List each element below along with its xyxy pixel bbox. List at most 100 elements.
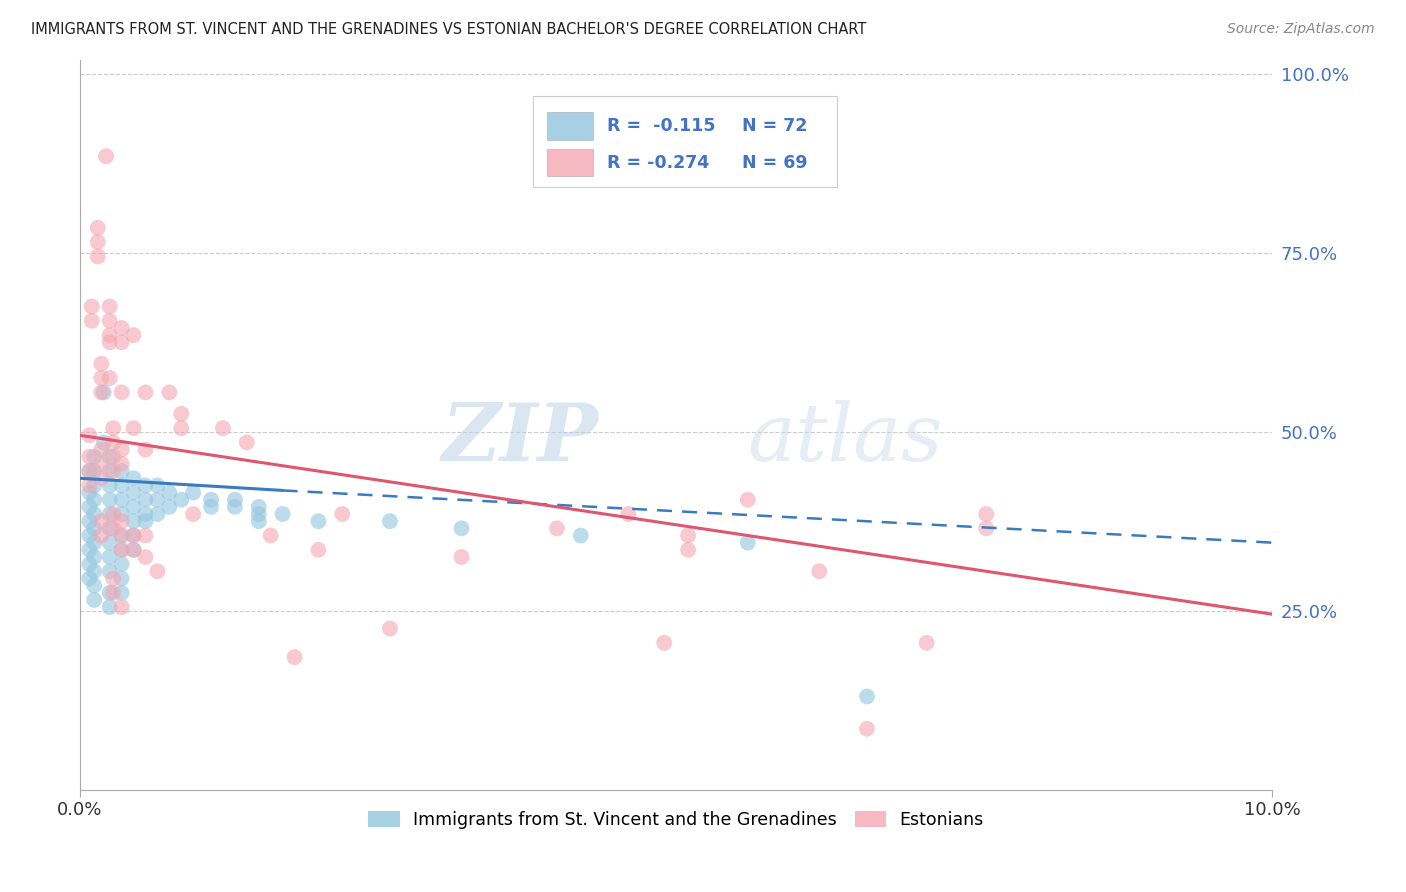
Point: [122, 485, 145, 500]
Point: [98, 314, 121, 328]
Point: [737, 535, 759, 549]
Text: N = 72: N = 72: [742, 117, 807, 135]
Point: [146, 478, 169, 492]
Point: [170, 492, 193, 507]
Point: [83, 564, 105, 578]
Point: [79, 485, 101, 500]
Point: [90, 471, 112, 485]
Point: [134, 549, 156, 564]
Point: [83, 507, 105, 521]
Point: [83, 521, 105, 535]
Point: [98, 464, 121, 478]
Point: [122, 542, 145, 557]
Point: [83, 593, 105, 607]
Point: [103, 435, 125, 450]
Point: [98, 549, 121, 564]
Point: [146, 564, 169, 578]
Point: [200, 500, 222, 514]
Point: [450, 521, 472, 535]
Point: [98, 586, 121, 600]
Point: [110, 600, 132, 615]
FancyBboxPatch shape: [547, 112, 593, 140]
Point: [98, 492, 121, 507]
Point: [98, 564, 121, 578]
Point: [134, 507, 156, 521]
Point: [110, 442, 132, 457]
Point: [134, 385, 156, 400]
Point: [79, 557, 101, 571]
Point: [122, 500, 145, 514]
Point: [79, 450, 101, 464]
Point: [110, 528, 132, 542]
Point: [110, 571, 132, 585]
Point: [134, 514, 156, 528]
Point: [737, 492, 759, 507]
Point: [79, 542, 101, 557]
Point: [103, 507, 125, 521]
Text: R = -0.274: R = -0.274: [607, 153, 709, 171]
Point: [224, 500, 246, 514]
Point: [103, 521, 125, 535]
Point: [103, 586, 125, 600]
Point: [122, 514, 145, 528]
Point: [90, 357, 112, 371]
Point: [98, 300, 121, 314]
Point: [80, 314, 103, 328]
Point: [79, 428, 101, 442]
Legend: Immigrants from St. Vincent and the Grenadines, Estonians: Immigrants from St. Vincent and the Gren…: [361, 804, 991, 836]
Point: [974, 521, 997, 535]
Point: [98, 371, 121, 385]
Point: [283, 650, 305, 665]
Point: [93, 385, 115, 400]
Point: [79, 571, 101, 585]
Point: [80, 300, 103, 314]
Point: [90, 385, 112, 400]
Point: [676, 542, 699, 557]
Point: [83, 464, 105, 478]
Point: [224, 492, 246, 507]
Point: [98, 335, 121, 350]
Point: [157, 385, 180, 400]
Point: [110, 557, 132, 571]
Point: [110, 385, 132, 400]
Point: [181, 507, 204, 521]
Point: [200, 492, 222, 507]
Point: [378, 514, 401, 528]
Point: [83, 478, 105, 492]
Point: [98, 600, 121, 615]
Point: [83, 492, 105, 507]
Point: [212, 421, 235, 435]
Point: [856, 690, 879, 704]
Point: [103, 571, 125, 585]
Point: [330, 507, 353, 521]
Point: [98, 535, 121, 549]
Point: [450, 549, 472, 564]
Point: [79, 464, 101, 478]
Point: [307, 542, 329, 557]
Point: [110, 478, 132, 492]
Point: [110, 492, 132, 507]
Point: [79, 528, 101, 542]
Point: [122, 528, 145, 542]
Point: [808, 564, 831, 578]
Point: [110, 321, 132, 335]
Point: [134, 478, 156, 492]
Point: [122, 528, 145, 542]
Point: [170, 407, 193, 421]
Point: [236, 435, 259, 450]
Point: [676, 528, 699, 542]
Point: [260, 528, 283, 542]
Point: [110, 528, 132, 542]
Point: [170, 421, 193, 435]
Point: [569, 528, 592, 542]
FancyBboxPatch shape: [547, 149, 593, 177]
Text: Source: ZipAtlas.com: Source: ZipAtlas.com: [1227, 22, 1375, 37]
Point: [83, 549, 105, 564]
Point: [157, 500, 180, 514]
Point: [110, 542, 132, 557]
Point: [181, 485, 204, 500]
Point: [856, 722, 879, 736]
Point: [247, 500, 270, 514]
Point: [87, 249, 110, 263]
Point: [110, 542, 132, 557]
